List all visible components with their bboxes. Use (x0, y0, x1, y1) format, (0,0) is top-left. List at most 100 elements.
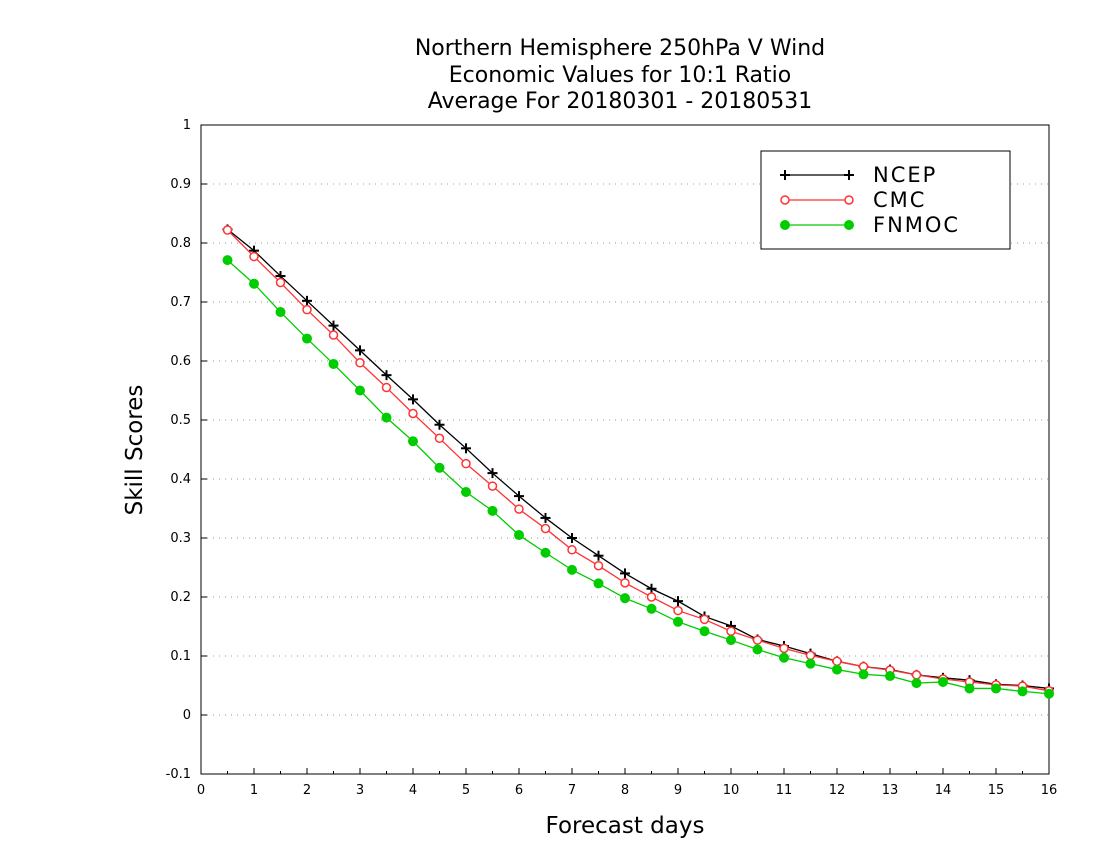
fnmoc-point (885, 671, 895, 682)
ncep-point (408, 394, 418, 405)
ncep-point (461, 443, 471, 454)
fnmoc-point (620, 593, 630, 604)
cmc-point (673, 605, 683, 616)
ncep-point (434, 419, 445, 430)
y-tick-label: 0.6 (170, 354, 191, 369)
legend-marker-fnmoc (844, 220, 854, 230)
y-tick-label: 0.9 (170, 177, 191, 192)
legend-item-fnmoc: FNMOC (780, 213, 960, 237)
fnmoc-point (540, 547, 551, 558)
fnmoc-point (911, 678, 922, 689)
x-tick-label: 13 (882, 783, 899, 798)
x-tick-label: 11 (776, 783, 793, 798)
legend-marker-cmc (844, 195, 854, 205)
cmc-point (726, 626, 736, 636)
cmc-point (699, 614, 710, 625)
x-tick-label: 10 (723, 783, 740, 798)
ncep-point (381, 370, 392, 381)
fnmoc-line (227, 259, 1050, 695)
legend-item-ncep: NCEP (780, 163, 937, 187)
ncep-point (514, 491, 524, 502)
cmc-point (381, 382, 392, 393)
fnmoc-point (249, 278, 259, 289)
fnmoc-point (328, 358, 339, 369)
legend-marker-ncep (780, 170, 790, 180)
fnmoc-point (408, 436, 418, 447)
fnmoc-point (779, 652, 789, 663)
y-tick-label: 0.4 (170, 472, 191, 487)
fnmoc-point (726, 635, 736, 646)
cmc-line (227, 229, 1050, 692)
cmc-point (434, 433, 445, 444)
cmc-point (275, 277, 286, 288)
fnmoc-point (1017, 686, 1028, 697)
y-tick-label: 0.8 (170, 236, 191, 251)
chart-title-line-3: Average For 20180301 - 20180531 (427, 89, 813, 114)
cmc-point (461, 458, 471, 469)
legend-marker-fnmoc (780, 220, 790, 230)
tick-layer: -0.100.10.20.30.40.50.60.70.80.910 1 2 3 4 5 6… (166, 118, 1058, 798)
series-layer (222, 224, 1054, 699)
cmc-point (620, 578, 630, 588)
ncep-point (620, 568, 630, 579)
cmc-point (514, 504, 524, 514)
y-tick-label: 0.5 (170, 413, 191, 428)
y-tick-label: 0.3 (170, 531, 191, 546)
y-tick-label: 1 (183, 118, 191, 133)
series-fnmoc (222, 255, 1054, 699)
x-tick-label: 7 (568, 783, 576, 798)
cmc-point (646, 592, 657, 602)
fnmoc-point (302, 333, 312, 344)
series-cmc (222, 225, 1054, 696)
y-tick-label: 0.7 (170, 295, 191, 310)
x-tick-label: 1 (250, 783, 258, 798)
legend-marker-ncep (844, 170, 854, 180)
fnmoc-point (832, 664, 842, 675)
fnmoc-point (275, 307, 286, 318)
x-tick-label: 8 (621, 783, 629, 798)
fnmoc-point (222, 255, 233, 266)
fnmoc-point (593, 578, 604, 589)
ncep-line (227, 228, 1050, 690)
legend-label-ncep: NCEP (873, 163, 937, 187)
cmc-point (222, 225, 233, 235)
legend-item-cmc: CMC (780, 188, 924, 212)
cmc-point (487, 481, 498, 491)
x-tick-label: 0 (197, 783, 205, 798)
fnmoc-point (461, 486, 471, 497)
ncep-point (328, 320, 339, 331)
x-tick-label: 2 (303, 783, 311, 798)
cmc-point (355, 358, 365, 368)
cmc-point (832, 656, 842, 667)
x-tick-label: 4 (409, 783, 417, 798)
x-axis-label: Forecast days (546, 813, 705, 839)
fnmoc-point (487, 505, 498, 516)
fnmoc-point (752, 644, 763, 655)
ncep-point (540, 512, 551, 523)
x-tick-label: 12 (829, 783, 846, 798)
x-tick-label: 9 (674, 783, 682, 798)
cmc-point (805, 650, 816, 661)
fnmoc-point (991, 683, 1001, 694)
cmc-point (328, 330, 339, 340)
y-tick-label: -0.1 (166, 767, 191, 782)
cmc-point (249, 251, 259, 262)
y-tick-label: 0 (183, 708, 191, 723)
cmc-point (593, 560, 604, 571)
x-tick-label: 3 (356, 783, 364, 798)
fnmoc-point (858, 669, 869, 680)
y-tick-label: 0.1 (170, 649, 191, 664)
ncep-point (567, 533, 577, 543)
ncep-point (593, 550, 604, 561)
legend-label-fnmoc: FNMOC (873, 213, 960, 237)
fnmoc-point (355, 385, 365, 396)
fnmoc-point (567, 564, 577, 575)
fnmoc-point (381, 412, 392, 423)
fnmoc-point (699, 626, 710, 637)
fnmoc-point (673, 616, 683, 627)
x-tick-label: 5 (462, 783, 470, 798)
fnmoc-point (938, 676, 948, 687)
cmc-point (779, 643, 789, 654)
